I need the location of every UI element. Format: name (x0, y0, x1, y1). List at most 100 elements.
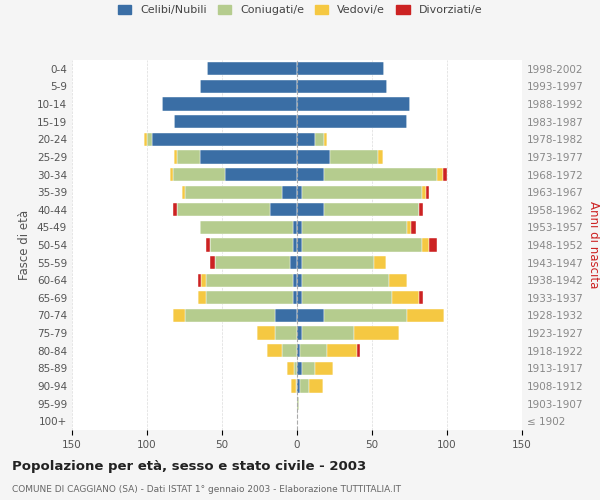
Bar (210, 256, 215, 269)
Bar (297, 326, 302, 340)
Bar (297, 115, 407, 128)
Bar (302, 326, 354, 340)
Bar (357, 344, 360, 358)
Bar (300, 344, 327, 358)
Bar (302, 186, 421, 198)
Bar (297, 221, 302, 234)
Bar (144, 132, 147, 146)
Bar (411, 221, 415, 234)
Bar (302, 291, 392, 304)
Bar (324, 168, 437, 181)
Bar (151, 132, 297, 146)
Bar (421, 186, 426, 198)
Bar (225, 168, 297, 181)
Bar (170, 168, 173, 181)
Bar (330, 150, 378, 164)
Bar (205, 274, 293, 287)
Bar (426, 186, 429, 198)
Bar (297, 98, 409, 110)
Bar (199, 221, 293, 234)
Bar (407, 221, 411, 234)
Bar (297, 203, 324, 216)
Bar (297, 397, 299, 410)
Bar (297, 309, 324, 322)
Bar (297, 62, 384, 76)
Bar (297, 80, 387, 93)
Bar (293, 274, 297, 287)
Legend: Celibi/Nubili, Coniugati/e, Vedovi/e, Divorziati/e: Celibi/Nubili, Coniugati/e, Vedovi/e, Di… (113, 0, 487, 20)
Bar (327, 344, 357, 358)
Bar (297, 168, 324, 181)
Bar (287, 362, 294, 375)
Bar (429, 238, 437, 252)
Bar (267, 344, 282, 358)
Bar (392, 291, 419, 304)
Bar (282, 186, 297, 198)
Bar (419, 291, 423, 304)
Bar (162, 98, 297, 110)
Bar (294, 362, 297, 375)
Bar (205, 238, 210, 252)
Bar (297, 274, 302, 287)
Text: COMUNE DI CAGGIANO (SA) - Dati ISTAT 1° gennaio 2003 - Elaborazione TUTTITALIA.I: COMUNE DI CAGGIANO (SA) - Dati ISTAT 1° … (12, 485, 401, 494)
Bar (302, 256, 373, 269)
Bar (302, 362, 315, 375)
Bar (182, 186, 185, 198)
Bar (205, 291, 293, 304)
Bar (207, 62, 297, 76)
Bar (198, 291, 205, 304)
Bar (275, 326, 297, 340)
Bar (297, 291, 302, 304)
Bar (297, 186, 302, 198)
Bar (297, 256, 302, 269)
Bar (174, 150, 177, 164)
Bar (293, 221, 297, 234)
Bar (419, 203, 423, 216)
Bar (297, 238, 302, 252)
Bar (302, 274, 389, 287)
Bar (215, 256, 290, 269)
Bar (315, 132, 324, 146)
Bar (297, 132, 315, 146)
Bar (174, 115, 297, 128)
Bar (443, 168, 447, 181)
Bar (199, 150, 297, 164)
Bar (173, 203, 177, 216)
Bar (173, 309, 185, 322)
Bar (201, 274, 205, 287)
Bar (302, 221, 407, 234)
Bar (185, 186, 282, 198)
Bar (324, 132, 327, 146)
Bar (407, 309, 444, 322)
Bar (309, 380, 323, 392)
Bar (354, 326, 399, 340)
Bar (293, 238, 297, 252)
Bar (296, 380, 297, 392)
Bar (324, 203, 419, 216)
Bar (177, 150, 199, 164)
Y-axis label: Anni di nascita: Anni di nascita (587, 202, 600, 288)
Bar (185, 309, 275, 322)
Bar (297, 362, 302, 375)
Bar (437, 168, 443, 181)
Bar (173, 168, 225, 181)
Bar (293, 291, 297, 304)
Bar (297, 344, 300, 358)
Bar (421, 238, 429, 252)
Y-axis label: Fasce di età: Fasce di età (19, 210, 31, 280)
Bar (147, 132, 151, 146)
Bar (270, 203, 297, 216)
Bar (324, 309, 407, 322)
Bar (177, 203, 270, 216)
Bar (198, 274, 201, 287)
Bar (315, 362, 333, 375)
Text: Popolazione per età, sesso e stato civile - 2003: Popolazione per età, sesso e stato civil… (12, 460, 366, 473)
Bar (291, 380, 296, 392)
Bar (389, 274, 407, 287)
Bar (257, 326, 275, 340)
Bar (275, 309, 297, 322)
Bar (199, 80, 297, 93)
Bar (300, 380, 309, 392)
Bar (282, 344, 297, 358)
Bar (378, 150, 383, 164)
